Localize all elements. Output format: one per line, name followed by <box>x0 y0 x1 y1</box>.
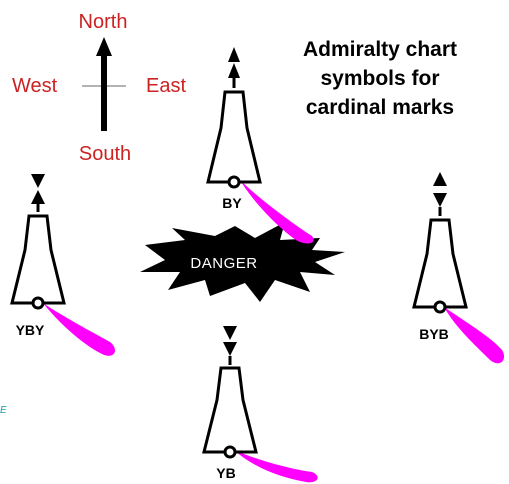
topmark-upper-cone-east-icon <box>433 172 447 186</box>
buoy-north: BY <box>206 47 314 244</box>
title-line-1: Admiralty chart <box>303 38 457 61</box>
topmark-upper-cone-south-icon <box>223 326 237 340</box>
light-flare-north <box>240 180 314 244</box>
buoy-east: BYB <box>412 172 505 364</box>
buoy-position-circle-south <box>223 445 237 459</box>
danger-starburst <box>140 222 345 302</box>
danger-label: DANGER <box>190 255 257 272</box>
topmark-lower-cone-south-icon <box>223 342 237 356</box>
buoy-body-east <box>412 218 468 309</box>
topmark-upper-cone-west-icon <box>31 174 45 188</box>
buoy-label-south: YB <box>216 465 235 481</box>
topmark-lower-cone-east-icon <box>433 193 447 207</box>
compass-shaft <box>101 52 107 131</box>
buoy-west: YBY <box>10 174 116 356</box>
edge-glyph: E <box>0 405 7 416</box>
buoy-position-circle-west <box>31 296 45 310</box>
topmark-lower-cone-west-icon <box>31 190 45 204</box>
light-flare-west <box>43 303 116 356</box>
compass-south-label: South <box>79 143 131 165</box>
buoy-south: YB <box>202 326 318 483</box>
compass-north-label: North <box>79 11 128 33</box>
diagram-title: Admiralty chart symbols for cardinal mar… <box>303 38 457 119</box>
topmark-lower-cone-north-icon <box>228 63 240 78</box>
topmark-upper-cone-north-icon <box>228 47 240 62</box>
light-flare-east <box>444 307 505 364</box>
buoy-body-north <box>206 90 262 184</box>
light-flare-south <box>234 450 318 483</box>
buoy-label-north: BY <box>222 195 242 211</box>
title-line-3: cardinal marks <box>306 96 454 119</box>
danger-area: DANGER <box>140 222 345 302</box>
buoy-label-west: YBY <box>16 322 45 338</box>
buoy-body-south <box>202 366 258 454</box>
title-line-2: symbols for <box>320 67 439 90</box>
buoy-body-west <box>10 214 66 305</box>
buoy-position-circle-north <box>227 175 241 189</box>
compass-west-label: West <box>12 75 58 97</box>
compass-north-arrowhead-icon <box>96 37 112 56</box>
compass: North South West East <box>12 11 186 165</box>
compass-east-label: East <box>146 75 186 97</box>
buoy-label-east: BYB <box>419 326 449 342</box>
buoy-position-circle-east <box>433 300 447 314</box>
